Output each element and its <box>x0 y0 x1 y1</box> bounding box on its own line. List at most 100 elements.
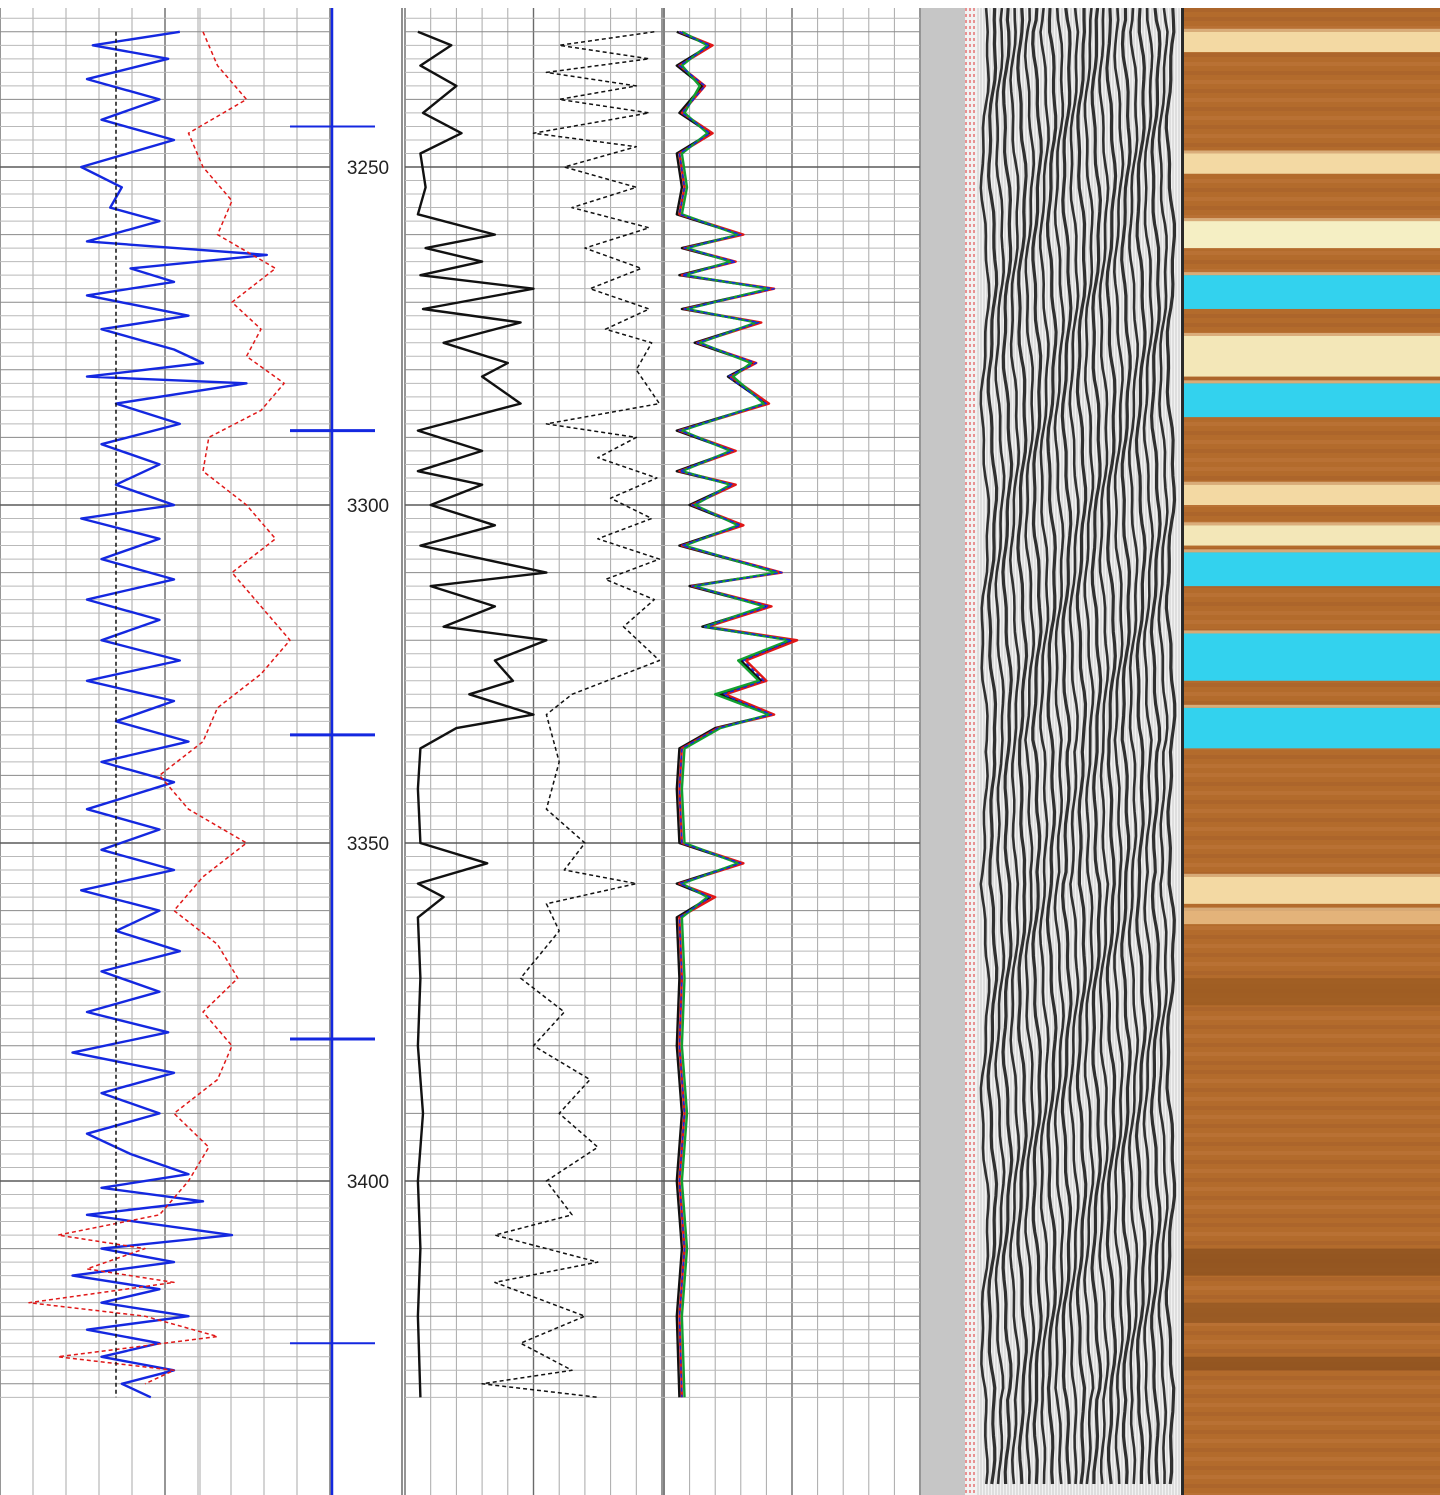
curve-layer <box>29 32 797 1398</box>
image-band <box>1183 633 1440 680</box>
image-texture <box>1183 1466 1440 1470</box>
image-texture <box>1183 1277 1440 1281</box>
image-divider <box>1181 8 1184 1495</box>
image-dark-band <box>1183 1303 1440 1323</box>
image-band <box>1183 336 1440 377</box>
image-texture <box>1183 1016 1440 1020</box>
image-texture <box>1183 944 1440 948</box>
image-texture <box>1183 449 1440 453</box>
image-texture <box>1183 1007 1440 1011</box>
image-texture <box>1183 1061 1440 1065</box>
image-texture <box>1183 1241 1440 1245</box>
image-band-edge <box>1183 705 1440 708</box>
image-texture <box>1183 1349 1440 1353</box>
wave-top-margin <box>921 0 1181 8</box>
image-band <box>1183 708 1440 749</box>
image-band-edge <box>1183 630 1440 633</box>
image-band <box>1183 275 1440 309</box>
image-band <box>1183 552 1440 586</box>
image-texture <box>1183 197 1440 201</box>
image-texture <box>1183 926 1440 930</box>
image-texture <box>1183 602 1440 606</box>
image-texture <box>1183 764 1440 768</box>
image-band-edge <box>1183 29 1440 32</box>
image-texture <box>1183 818 1440 822</box>
image-texture <box>1183 71 1440 75</box>
image-texture <box>1183 431 1440 435</box>
image-texture <box>1183 755 1440 759</box>
image-texture <box>1183 827 1440 831</box>
image-texture <box>1183 467 1440 471</box>
image-texture <box>1183 1079 1440 1083</box>
image-band-edge <box>1183 874 1440 877</box>
image-texture <box>1183 53 1440 57</box>
image-texture <box>1183 1169 1440 1173</box>
image-texture <box>1183 458 1440 462</box>
waveform-panel <box>921 0 1181 1495</box>
image-texture <box>1183 314 1440 318</box>
image-band-edge <box>1183 908 1440 911</box>
image-texture <box>1183 323 1440 327</box>
image-texture <box>1183 593 1440 597</box>
image-texture <box>1183 620 1440 624</box>
image-band <box>1183 221 1440 248</box>
image-texture <box>1183 440 1440 444</box>
image-texture <box>1183 89 1440 93</box>
image-texture <box>1183 1187 1440 1191</box>
image-texture <box>1183 422 1440 426</box>
image-texture <box>1183 1412 1440 1416</box>
image-texture <box>1183 260 1440 264</box>
image-texture <box>1183 134 1440 138</box>
image-texture <box>1183 1196 1440 1200</box>
image-texture <box>1183 854 1440 858</box>
image-texture <box>1183 611 1440 615</box>
image-dark-band <box>1183 1357 1440 1371</box>
image-band-edge <box>1183 549 1440 552</box>
image-texture <box>1183 1295 1440 1299</box>
image-texture <box>1183 179 1440 183</box>
image-band <box>1183 485 1440 505</box>
image-texture <box>1183 1385 1440 1389</box>
image-texture <box>1183 701 1440 705</box>
image-texture <box>1183 512 1440 516</box>
image-texture <box>1183 1142 1440 1146</box>
image-texture <box>1183 143 1440 147</box>
image-texture <box>1183 1484 1440 1488</box>
image-texture <box>1183 1178 1440 1182</box>
curve-curve-f <box>679 32 797 1398</box>
depth-label-3250: 3250 <box>347 158 389 179</box>
image-texture <box>1183 773 1440 777</box>
image-texture <box>1183 935 1440 939</box>
image-band-edge <box>1183 482 1440 485</box>
depth-label-3350: 3350 <box>347 834 389 855</box>
image-band <box>1183 525 1440 545</box>
image-texture <box>1183 953 1440 957</box>
image-texture <box>1183 1205 1440 1209</box>
image-texture <box>1183 1232 1440 1236</box>
image-texture <box>1183 836 1440 840</box>
image-texture <box>1183 125 1440 129</box>
depth-label-3300: 3300 <box>347 496 389 517</box>
image-texture <box>1183 800 1440 804</box>
image-texture <box>1183 809 1440 813</box>
image-texture <box>1183 791 1440 795</box>
image-texture <box>1183 1439 1440 1443</box>
image-band-edge <box>1183 218 1440 221</box>
image-texture <box>1183 206 1440 210</box>
image-texture <box>1183 116 1440 120</box>
curve-curve-a <box>73 32 267 1398</box>
image-texture <box>1183 98 1440 102</box>
image-texture <box>1183 1340 1440 1344</box>
image-texture <box>1183 1160 1440 1164</box>
image-texture <box>1183 692 1440 696</box>
image-band-edge <box>1183 333 1440 336</box>
image-texture <box>1183 1043 1440 1047</box>
image-texture <box>1183 1133 1440 1137</box>
image-band <box>1183 383 1440 417</box>
image-texture <box>1183 1421 1440 1425</box>
image-texture <box>1183 1376 1440 1380</box>
depth-label-3400: 3400 <box>347 1172 389 1193</box>
image-texture <box>1183 17 1440 21</box>
image-texture <box>1183 1286 1440 1290</box>
